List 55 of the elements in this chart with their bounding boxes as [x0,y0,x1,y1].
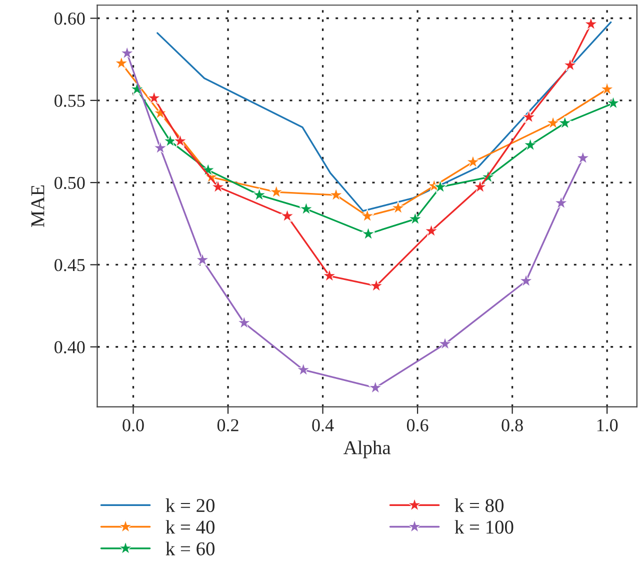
point [554,196,568,210]
y-axis-title: MAE [31,185,44,228]
point [147,90,162,104]
point [438,336,452,350]
legend-label: k = 100 [454,520,514,534]
legend-label: k = 80 [454,498,504,512]
point [280,208,294,222]
x-tick-label: 0.8 [502,419,523,432]
point [576,150,590,164]
y-tick-label: 0.60 [54,12,85,25]
x-tick-label: 0.4 [312,419,334,432]
point [600,82,614,96]
point [269,184,284,198]
x-tick-label: 0.6 [406,419,428,432]
x-tick-label: 1.0 [597,419,618,432]
point [391,200,406,214]
point [523,138,538,152]
point [424,224,438,237]
point [211,180,226,193]
point [546,116,560,130]
point [408,212,422,226]
point [519,274,533,287]
point [252,188,266,202]
legend-label: k = 20 [166,498,214,512]
point [173,134,188,148]
point [361,226,376,240]
legend-label: k = 60 [166,542,214,556]
point [369,278,384,292]
point [153,140,168,154]
point [120,46,134,60]
point [606,96,620,110]
point [322,268,336,282]
y-tick-label: 0.55 [54,94,85,107]
x-axis-title: Alpha [344,440,391,458]
point [368,380,382,394]
point [584,16,598,30]
y-tick-label: 0.40 [54,341,85,354]
point [360,208,374,222]
x-tick-label: 0.0 [122,419,144,432]
point [558,116,572,130]
point [296,362,310,376]
point [195,252,210,266]
point [522,110,536,124]
point [299,202,314,215]
point [433,180,448,193]
point [466,154,480,168]
legend-label: k = 40 [166,520,214,534]
point [237,316,252,329]
point [329,188,343,202]
point [114,56,128,70]
y-tick-label: 0.50 [54,176,85,190]
y-tick-label: 0.45 [54,258,85,272]
x-tick-label: 0.2 [217,419,238,432]
point [473,180,488,193]
point [563,58,578,72]
